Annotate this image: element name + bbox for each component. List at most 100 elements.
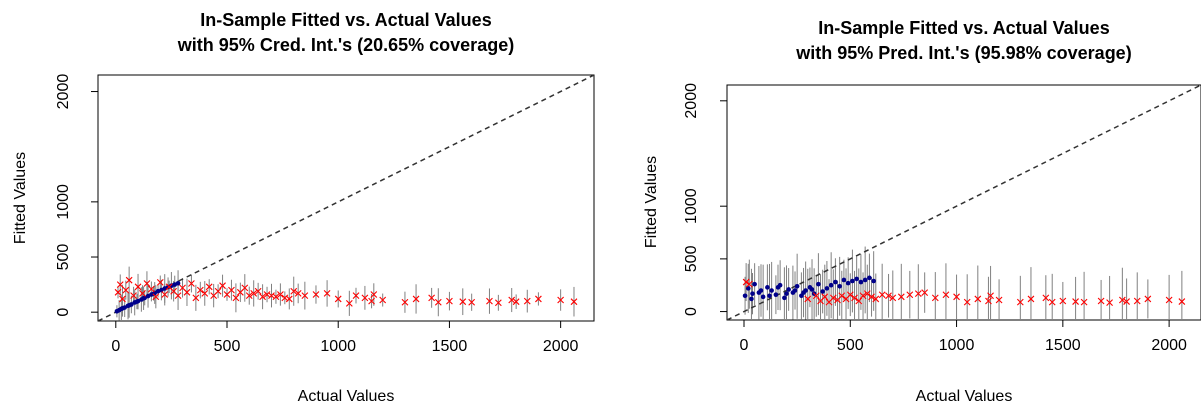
- data-point-not-covered: [116, 281, 124, 288]
- data-point-not-covered: [523, 297, 531, 305]
- x-tick-label: 500: [837, 337, 864, 354]
- data-point-not-covered: [192, 294, 200, 302]
- data-point-not-covered: [1118, 296, 1126, 304]
- x-tick-label: 500: [214, 338, 241, 355]
- chart-right: In-Sample Fitted vs. Actual Values with …: [643, 18, 1201, 405]
- data-point-not-covered: [161, 291, 169, 298]
- data-point-not-covered: [942, 291, 950, 299]
- data-point-not-covered: [742, 278, 750, 286]
- data-point-not-covered: [312, 291, 320, 298]
- data-point-covered: [786, 287, 791, 292]
- data-point-not-covered: [508, 296, 516, 304]
- x-tick-label: 1500: [432, 338, 468, 355]
- data-point-covered: [858, 279, 864, 285]
- data-point-not-covered: [985, 297, 992, 305]
- data-point-covered: [126, 303, 132, 308]
- data-point-covered: [867, 275, 872, 281]
- data-point-covered: [850, 278, 855, 284]
- chart-left-y-axis-label: Fitted Values: [12, 152, 29, 244]
- data-point-covered: [809, 287, 815, 292]
- data-point-not-covered: [361, 294, 369, 302]
- data-point-not-covered: [205, 283, 213, 291]
- data-point-not-covered: [139, 290, 146, 297]
- data-point-covered: [816, 281, 821, 287]
- data-point-covered: [845, 280, 851, 286]
- reference-line: [98, 75, 594, 321]
- data-point-not-covered: [1133, 297, 1141, 305]
- data-point-not-covered: [846, 291, 854, 299]
- y-tick-label: 2000: [683, 83, 700, 119]
- data-point-covered: [801, 290, 806, 295]
- data-point-not-covered: [855, 297, 863, 305]
- data-point-not-covered: [125, 276, 133, 284]
- data-point-not-covered: [174, 292, 182, 300]
- chart-right-x-axis-label: Actual Values: [916, 388, 1013, 405]
- data-point-covered: [820, 289, 825, 294]
- x-tick-label: 0: [740, 337, 749, 354]
- data-point-not-covered: [829, 294, 837, 302]
- chart-right-y-axis-label: Fitted Values: [643, 156, 660, 248]
- data-point-not-covered: [143, 280, 151, 287]
- data-point-not-covered: [334, 295, 342, 303]
- data-point-not-covered: [232, 294, 240, 302]
- chart-left-title-line1: In-Sample Fitted vs. Actual Values: [200, 10, 491, 30]
- data-point-not-covered: [812, 292, 820, 300]
- data-point-not-covered: [250, 290, 258, 297]
- data-point-covered: [854, 276, 859, 282]
- data-point-covered: [175, 280, 181, 286]
- data-point-not-covered: [906, 291, 914, 299]
- data-point-not-covered: [370, 291, 378, 298]
- reference-line: [727, 85, 1201, 320]
- data-point-not-covered: [512, 298, 520, 306]
- data-point-not-covered: [859, 292, 867, 300]
- y-tick-label: 0: [55, 308, 72, 317]
- data-point-not-covered: [570, 298, 578, 306]
- data-point-not-covered: [851, 294, 858, 302]
- data-point-not-covered: [804, 295, 812, 303]
- data-point-not-covered: [276, 291, 284, 298]
- data-point-not-covered: [1106, 299, 1113, 307]
- data-point-not-covered: [494, 299, 502, 307]
- data-point-not-covered: [156, 279, 164, 286]
- data-point-not-covered: [1048, 298, 1056, 306]
- data-point-not-covered: [1072, 298, 1079, 305]
- data-point-not-covered: [914, 290, 922, 298]
- data-point-not-covered: [931, 294, 939, 302]
- chart-left-y-axis: 0 500 1000 2000: [55, 74, 98, 317]
- data-point-not-covered: [745, 280, 753, 288]
- data-point-covered: [750, 291, 755, 296]
- y-tick-label: 1000: [683, 188, 700, 224]
- data-point-not-covered: [228, 286, 235, 294]
- data-point-not-covered: [245, 292, 253, 300]
- data-point-not-covered: [1042, 294, 1050, 302]
- data-point-not-covered: [345, 299, 353, 307]
- data-point-not-covered: [134, 283, 142, 291]
- chart-left-title-line2: with 95% Cred. Int.'s (20.65% coverage): [177, 35, 514, 55]
- x-tick-label: 1000: [939, 337, 975, 354]
- data-point-covered: [760, 294, 766, 300]
- data-point-covered: [745, 286, 751, 291]
- data-point-not-covered: [486, 297, 493, 305]
- data-point-not-covered: [323, 290, 331, 297]
- data-point-not-covered: [122, 286, 130, 294]
- data-point-covered: [765, 285, 770, 290]
- data-point-not-covered: [963, 298, 971, 306]
- data-point-not-covered: [188, 280, 195, 287]
- data-point-not-covered: [557, 296, 565, 304]
- data-point-not-covered: [863, 290, 871, 298]
- data-point-not-covered: [401, 298, 409, 306]
- data-point-covered: [782, 295, 787, 301]
- data-point-not-covered: [838, 292, 846, 300]
- x-tick-label: 1500: [1045, 337, 1081, 354]
- data-point-not-covered: [290, 287, 298, 295]
- data-point-not-covered: [889, 294, 897, 302]
- data-point-not-covered: [1178, 298, 1186, 305]
- data-point-not-covered: [468, 298, 476, 306]
- chart-left-x-axis: 0 500 1000 1500 2000: [111, 321, 579, 355]
- data-point-not-covered: [428, 294, 436, 302]
- y-tick-label: 500: [55, 244, 72, 271]
- data-point-not-covered: [183, 288, 191, 296]
- data-point-not-covered: [119, 295, 126, 303]
- data-point-not-covered: [885, 292, 892, 300]
